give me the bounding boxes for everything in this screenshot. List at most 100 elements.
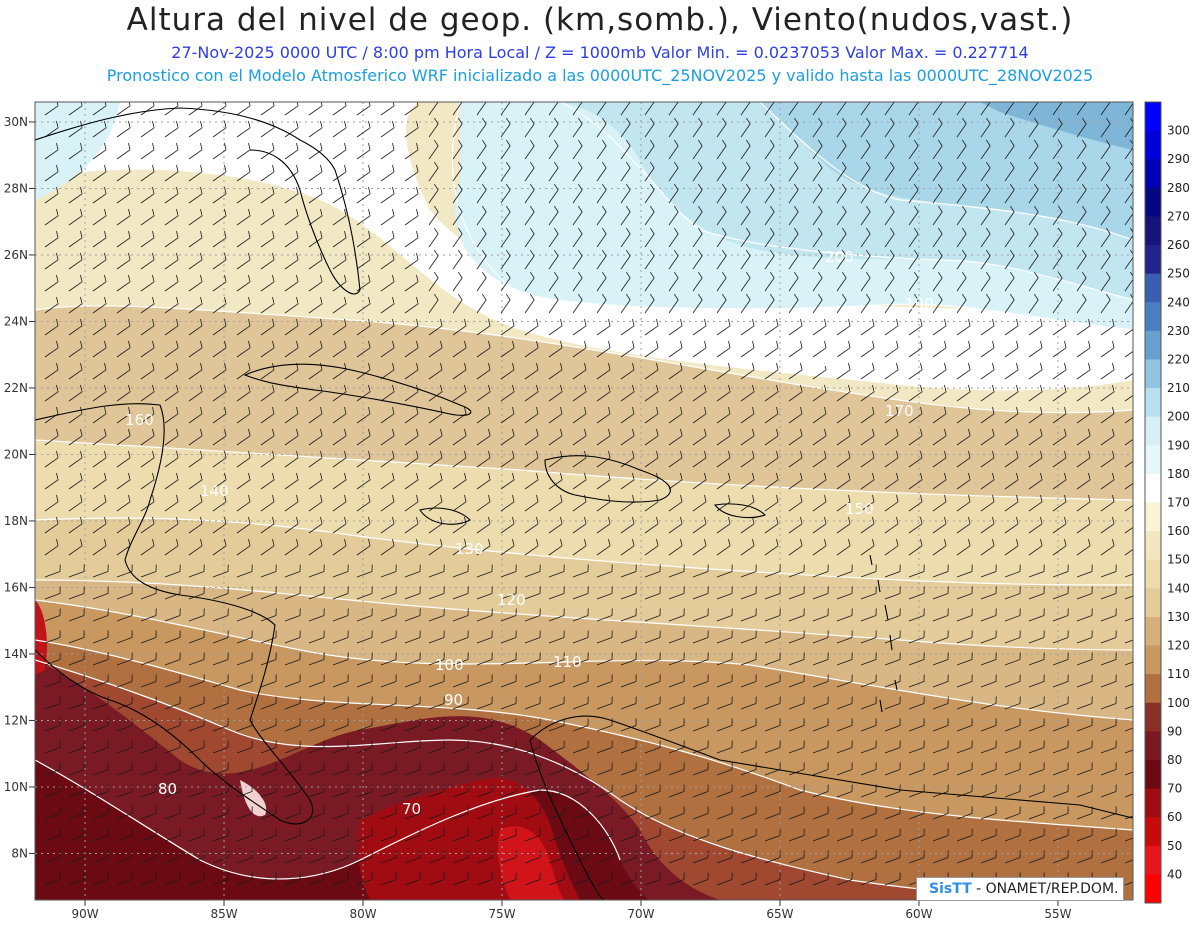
wind-barb — [260, 494, 275, 512]
wind-barb — [428, 293, 439, 314]
wind-barb — [596, 608, 613, 622]
wind-barb — [404, 630, 421, 644]
wind-barb — [1004, 608, 1021, 622]
wind-barb — [548, 828, 565, 842]
wind-barb — [668, 494, 683, 512]
wind-barb — [668, 384, 683, 402]
wind-barb — [476, 872, 493, 886]
wind-barb — [1100, 271, 1111, 292]
wind-barb — [644, 340, 659, 358]
wind-barb — [572, 428, 587, 446]
wind-barb — [212, 872, 229, 886]
wind-barb — [812, 249, 823, 270]
wind-barb — [812, 762, 829, 776]
wind-barb — [116, 608, 133, 622]
wind-barb — [956, 271, 967, 292]
wind-barb — [308, 472, 323, 490]
wind-barb — [668, 293, 679, 314]
wind-barb — [164, 718, 181, 732]
wind-barb — [164, 164, 179, 182]
wind-barb — [956, 340, 971, 358]
wind-barb — [548, 872, 565, 886]
wind-barb — [164, 850, 181, 864]
wind-barb — [956, 293, 967, 314]
wind-barb — [188, 696, 205, 710]
colorbar-swatch — [1145, 159, 1161, 189]
longitude-labels: 90W 85W 80W 75W 70W 65W 60W 55W — [71, 900, 1072, 921]
wind-barb — [188, 850, 205, 864]
wind-barb — [188, 494, 203, 512]
wind-barb — [1052, 406, 1067, 424]
wind-barb — [548, 227, 559, 248]
wind-barb — [1100, 450, 1115, 468]
wind-barb — [716, 850, 733, 864]
wind-barb — [428, 564, 445, 578]
wind-barb — [716, 516, 731, 534]
wind-barb — [212, 384, 227, 402]
wind-barb — [212, 230, 227, 248]
wind-barb — [740, 784, 757, 798]
wind-barb — [932, 293, 943, 314]
wind-barb — [212, 538, 227, 556]
wind-barb — [116, 806, 133, 820]
wind-barb — [116, 120, 131, 138]
wind-barb — [668, 564, 685, 578]
wind-barb — [932, 139, 943, 160]
wind-barb — [764, 784, 781, 798]
wind-barb — [764, 450, 779, 468]
wind-barb — [236, 164, 251, 182]
wind-barb — [500, 472, 515, 490]
wind-barb — [356, 696, 373, 710]
wind-barb — [332, 762, 349, 776]
latitude-label: 10N — [4, 780, 28, 794]
colorbar-level-label: 40 — [1167, 867, 1182, 881]
wind-barb — [524, 516, 539, 534]
wind-barb — [236, 340, 251, 358]
wind-barb — [260, 806, 277, 820]
wind-barb — [140, 142, 155, 160]
wind-barb — [380, 762, 397, 776]
wind-barb — [884, 249, 895, 270]
wind-barb — [1124, 482, 1133, 490]
wind-barb — [956, 428, 971, 446]
wind-barb — [980, 494, 995, 512]
wind-barb — [836, 102, 847, 116]
wind-barb — [236, 538, 251, 556]
wind-barb — [524, 183, 535, 204]
wind-barb — [644, 384, 659, 402]
wind-barb — [1100, 586, 1117, 600]
wind-barb — [284, 850, 301, 864]
wind-barb — [500, 718, 517, 732]
wind-barb — [92, 564, 109, 578]
wind-barb — [860, 564, 877, 578]
wind-barb — [212, 362, 227, 380]
wind-barb — [1100, 828, 1117, 842]
wind-barb — [1052, 271, 1063, 292]
wind-barb — [236, 120, 251, 138]
wind-barb — [860, 117, 871, 138]
wind-barb — [1004, 249, 1015, 270]
wind-barb — [980, 318, 995, 336]
wind-barb — [668, 538, 683, 556]
wind-barb — [44, 718, 61, 732]
wind-barb — [740, 696, 757, 710]
wind-barb — [428, 472, 443, 490]
wind-barb — [332, 186, 347, 204]
colorbar-level-label: 120 — [1167, 639, 1190, 653]
wind-barb — [284, 252, 299, 270]
wind-barb — [116, 850, 133, 864]
wind-barb — [1052, 608, 1069, 622]
wind-barb — [1028, 472, 1043, 490]
wind-barb — [884, 406, 899, 424]
wind-barb — [956, 538, 971, 556]
wind-barb — [620, 630, 637, 644]
wind-barb — [44, 652, 61, 666]
wind-barb — [476, 183, 487, 204]
wind-barb — [620, 538, 635, 556]
wind-barb — [740, 340, 755, 358]
wind-barb — [740, 183, 751, 204]
wind-barb — [212, 406, 227, 424]
wind-barb — [716, 183, 727, 204]
wind-barb — [668, 850, 685, 864]
wind-barb — [1028, 271, 1039, 292]
